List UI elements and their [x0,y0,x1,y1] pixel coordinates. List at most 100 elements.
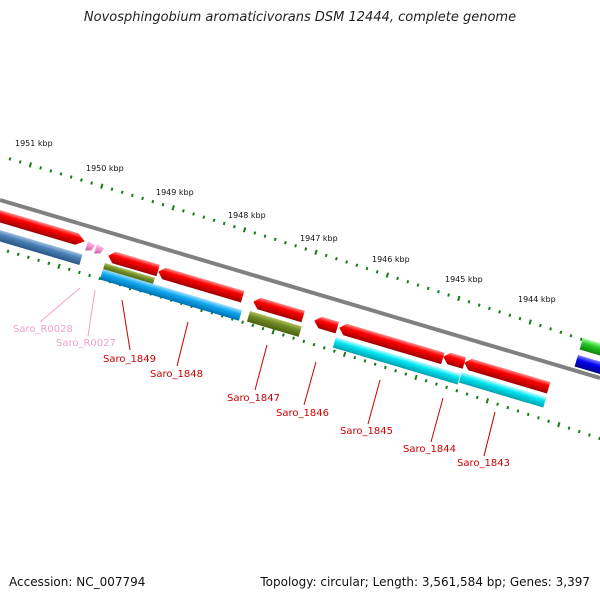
gene-saro-1845[interactable] [338,322,445,365]
cog-olive-1849[interactable] [102,263,155,286]
ruler-label: 1944 kbp [518,295,556,304]
ruler-tick [539,323,542,328]
ruler-tick [314,249,318,255]
ruler-label: 1946 kbp [372,255,410,264]
gene-right-green[interactable] [579,338,600,359]
inner-tick [16,252,20,257]
leader-saro-1844 [430,397,444,443]
ruler-tick [120,190,124,195]
inner-tick [6,249,10,254]
inner-tick [506,405,510,410]
leader-saro-r0027 [87,289,96,337]
inner-tick [384,365,387,370]
gene-saro-r0027[interactable] [94,244,105,256]
ruler-tick [182,209,185,213]
ruler-tick [110,187,114,191]
leader-saro-1846 [303,361,317,406]
ruler-tick [488,306,491,311]
ruler-tick [131,193,134,198]
label-leaders [39,287,496,457]
inner-tick [424,378,428,383]
ruler-tick [233,224,236,229]
ruler-tick [477,303,481,307]
gene-saro-1850[interactable] [0,210,86,247]
gene-saro-1843[interactable] [463,357,551,394]
ruler-label: 1949 kbp [156,188,194,197]
ruler-tick [569,334,573,338]
gene-saro-1846[interactable] [313,315,340,334]
inner-tick [333,349,336,353]
ruler-tick [579,337,583,341]
ruler-label: 1945 kbp [445,275,483,284]
inner-tick [516,409,520,413]
cog-olive-1847[interactable] [246,311,302,337]
ruler-tick [416,283,420,287]
inner-tick [27,255,30,260]
cog-cyan-1843[interactable] [458,372,547,408]
ruler-tick [69,175,73,179]
ruler-tick [18,160,22,164]
inner-tick [271,329,275,335]
inner-tick [292,336,295,340]
gene-saro-1848[interactable] [157,266,245,303]
ruler-label: 1947 kbp [300,234,338,243]
leader-saro-1847 [254,344,268,391]
inner-tick [414,374,418,381]
inner-tick [312,342,316,347]
inner-tick [241,320,244,324]
ruler-label: 1951 kbp [15,139,53,148]
inner-tick [404,372,408,376]
ruler-tick [253,231,257,235]
genome-backbone [0,198,600,380]
ruler-tick [171,205,175,211]
gene-label: Saro_1845 [340,426,393,437]
inner-tick [373,362,377,366]
ruler-label: 1950 kbp [86,164,124,173]
ruler-tick [457,295,461,302]
inner-tick [455,389,459,393]
gene-label: Saro_1846 [276,408,329,419]
forward-strand-features [0,210,600,394]
gene-saro-r0028[interactable] [85,241,96,253]
leader-saro-r0028 [39,287,81,323]
ruler-tick [447,293,450,297]
leader-saro-1843 [483,411,496,457]
inner-tick [394,369,397,373]
inner-tick [557,421,561,428]
inner-tick [496,402,499,406]
gene-saro-1849[interactable] [107,250,160,277]
ruler-tick [90,181,93,185]
gene-saro-1847[interactable] [252,296,305,323]
inner-tick [261,326,265,331]
ruler-tick [355,263,359,268]
gene-saro-1844[interactable] [442,351,467,369]
cog-cyan-1845[interactable] [332,337,461,385]
inner-tick [353,355,357,360]
ruler-tick [242,227,247,233]
ruler-tick [406,280,410,284]
ruler-tick [59,172,63,176]
ruler-tick [559,330,563,335]
inner-tick [526,412,530,417]
cog-blue-left[interactable] [0,230,83,265]
inner-tick [282,333,285,337]
ruler-tick [202,215,206,219]
genome-summary: Topology: circular; Length: 3,561,584 bp… [260,575,590,589]
gene-labels: Saro_R0028 Saro_R0027 Saro_1849 Saro_184… [13,324,510,469]
ruler-tick [192,212,195,216]
leader-saro-1848 [176,321,189,367]
ruler-tick [426,286,430,291]
ruler-tick [335,257,338,261]
gene-label: Saro_1843 [457,458,510,469]
accession-label: Accession: NC_007794 [9,575,146,589]
ruler-tick [467,300,471,304]
cog-sky-1848[interactable] [99,269,243,321]
inner-tick [37,258,40,263]
ruler-tick [39,166,42,170]
inner-tick [342,351,347,358]
cog-navy-right[interactable] [574,355,600,376]
gene-label: Saro_1849 [103,354,156,365]
ruler-tick [222,221,226,226]
leader-saro-1849 [121,299,131,351]
